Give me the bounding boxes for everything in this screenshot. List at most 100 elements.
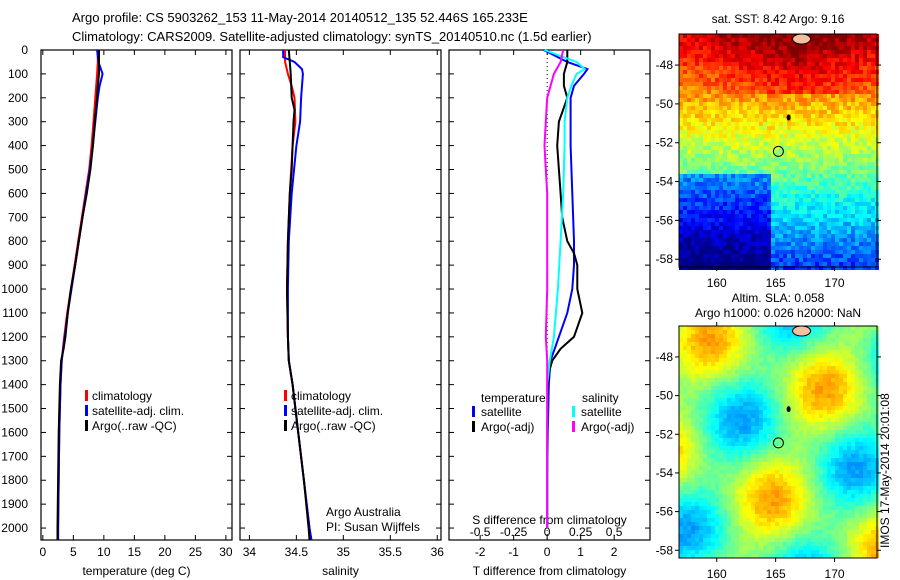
map-pixel <box>755 386 759 390</box>
map-pixel <box>731 454 735 458</box>
map-pixel <box>687 342 691 346</box>
map-pixel <box>755 74 759 78</box>
map-pixel <box>799 126 803 130</box>
y-tick-label: 500 <box>8 163 28 177</box>
map-pixel <box>867 82 871 86</box>
map-pixel <box>803 126 807 130</box>
map-pixel <box>735 254 739 258</box>
map-pixel <box>751 246 755 250</box>
map-pixel <box>719 146 723 150</box>
map-pixel <box>839 38 843 42</box>
map-pixel <box>807 78 811 82</box>
map-pixel <box>763 414 767 418</box>
map-pixel <box>751 86 755 90</box>
map-pixel <box>739 146 743 150</box>
map-pixel <box>819 434 823 438</box>
map-pixel <box>711 394 715 398</box>
map-pixel <box>771 162 775 166</box>
map-pixel <box>687 86 691 90</box>
map-pixel <box>779 214 783 218</box>
map-pixel <box>727 154 731 158</box>
map-pixel <box>811 350 815 354</box>
map-pixel <box>743 110 747 114</box>
map-pixel <box>819 230 823 234</box>
map-pixel <box>723 346 727 350</box>
map-pixel <box>851 150 855 154</box>
map-pixel <box>795 74 799 78</box>
x-tick-label: 1 <box>577 545 584 559</box>
map-pixel <box>735 406 739 410</box>
map-pixel <box>775 34 779 38</box>
map-pixel <box>759 78 763 82</box>
map-pixel <box>767 130 771 134</box>
map-pixel <box>779 222 783 226</box>
map-pixel <box>779 118 783 122</box>
map-pixel <box>683 234 687 238</box>
map-pixel <box>679 422 683 426</box>
map-pixel <box>743 330 747 334</box>
map-pixel <box>847 334 851 338</box>
map-pixel <box>699 178 703 182</box>
map-pixel <box>767 142 771 146</box>
map-pixel <box>751 82 755 86</box>
map-pixel <box>767 414 771 418</box>
map-pixel <box>783 178 787 182</box>
map-pixel <box>759 430 763 434</box>
map-pixel <box>867 138 871 142</box>
map-pixel <box>779 38 783 42</box>
map-pixel <box>871 174 875 178</box>
map-pixel <box>851 238 855 242</box>
map-pixel <box>767 234 771 238</box>
map-pixel <box>855 334 859 338</box>
map-pixel <box>867 150 871 154</box>
map-pixel <box>679 190 683 194</box>
map-pixel <box>839 158 843 162</box>
map-pixel <box>827 246 831 250</box>
map-pixel <box>703 362 707 366</box>
map-pixel <box>835 74 839 78</box>
map-pixel <box>695 426 699 430</box>
map-pixel <box>827 422 831 426</box>
map-pixel <box>679 426 683 430</box>
map-pixel <box>831 246 835 250</box>
map-pixel <box>859 398 863 402</box>
map-pixel <box>743 130 747 134</box>
map-pixel <box>871 70 875 74</box>
map-pixel <box>683 430 687 434</box>
map-pixel <box>703 42 707 46</box>
map-pixel <box>755 430 759 434</box>
map-pixel <box>767 154 771 158</box>
map-pixel <box>815 418 819 422</box>
map-pixel <box>747 266 751 270</box>
map-pixel <box>795 418 799 422</box>
map-pixel <box>731 250 735 254</box>
map-pixel <box>783 46 787 50</box>
map-pixel <box>827 186 831 190</box>
map-pixel <box>871 226 875 230</box>
map-pixel <box>871 194 875 198</box>
map-pixel <box>855 382 859 386</box>
map-pixel <box>691 342 695 346</box>
map-pixel <box>871 338 875 342</box>
map-pixel <box>835 394 839 398</box>
map-pixel <box>727 238 731 242</box>
map-pixel <box>691 250 695 254</box>
map-pixel <box>831 362 835 366</box>
map-pixel <box>807 114 811 118</box>
map-pixel <box>715 374 719 378</box>
map-pixel <box>759 250 763 254</box>
map-pixel <box>719 38 723 42</box>
map-pixel <box>827 38 831 42</box>
map-pixel <box>691 86 695 90</box>
map-pixel <box>683 142 687 146</box>
map-pixel <box>723 342 727 346</box>
map-pixel <box>723 402 727 406</box>
legend-swatch <box>85 405 88 416</box>
map-pixel <box>695 366 699 370</box>
map-pixel <box>707 78 711 82</box>
map-pixel <box>707 326 711 330</box>
map-pixel <box>747 118 751 122</box>
map-pixel <box>843 406 847 410</box>
map-pixel <box>711 406 715 410</box>
map-pixel <box>699 262 703 266</box>
